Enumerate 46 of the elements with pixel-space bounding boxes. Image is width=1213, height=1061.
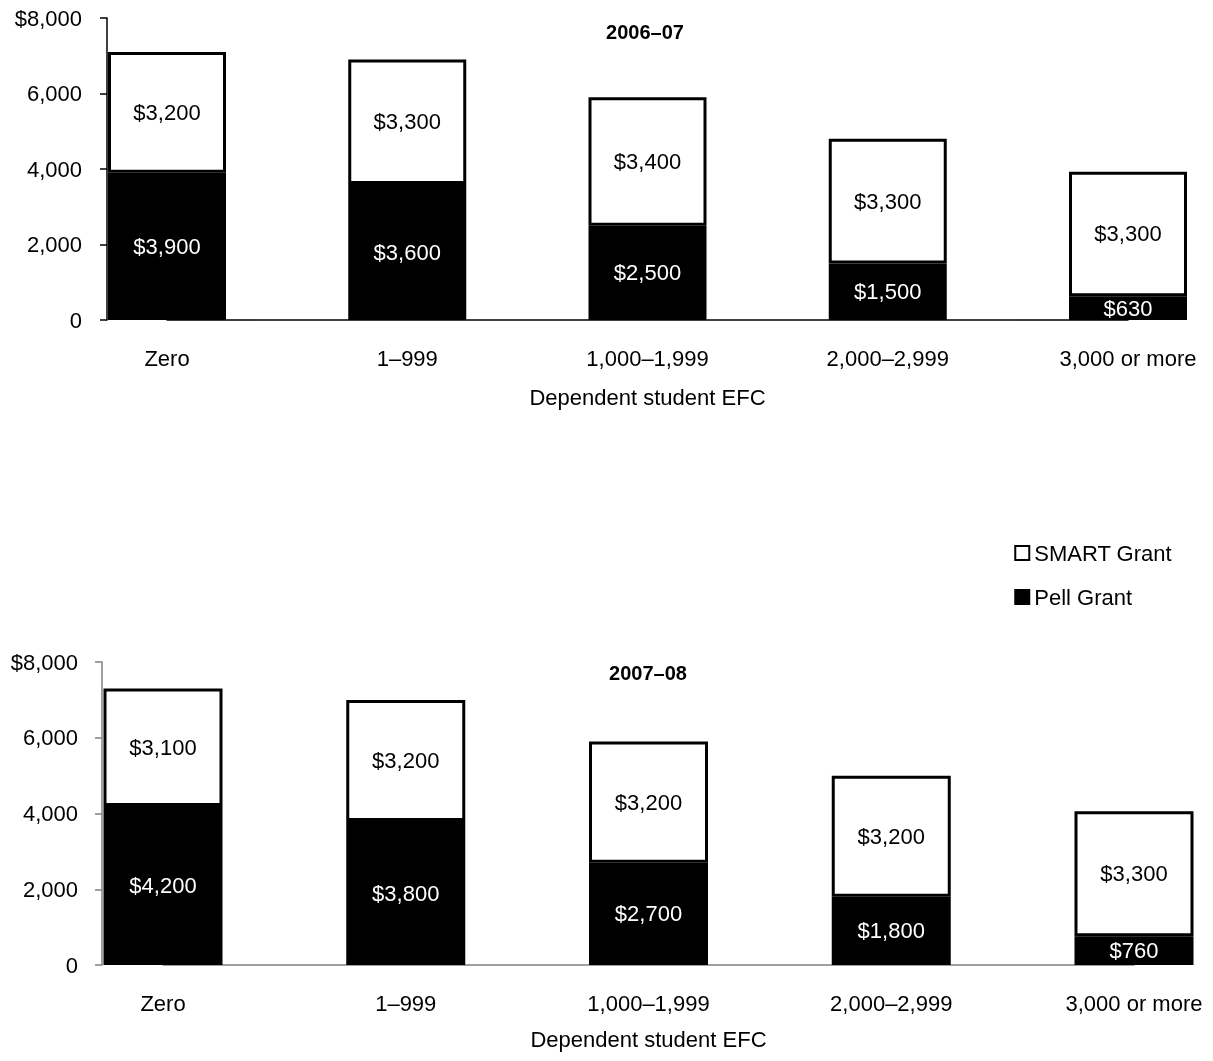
x-tick-label: 2,000–2,999 bbox=[830, 990, 953, 1016]
y-tick-label: $8,000 bbox=[14, 5, 82, 31]
data-label: $760 bbox=[1109, 938, 1159, 964]
data-label: $3,900 bbox=[133, 233, 201, 259]
y-tick-label: 2,000 bbox=[22, 876, 78, 902]
x-tick-label: 1,000–1,999 bbox=[586, 345, 709, 371]
data-label: $2,500 bbox=[613, 260, 682, 286]
data-label: $3,400 bbox=[613, 148, 682, 174]
y-tick-label: 6,000 bbox=[26, 81, 82, 106]
y-tick-label: 0 bbox=[65, 952, 78, 978]
data-label: $3,300 bbox=[373, 109, 441, 135]
data-label: $3,200 bbox=[133, 99, 201, 125]
data-label: $3,200 bbox=[857, 823, 925, 849]
legend-label: Pell Grant bbox=[1034, 584, 1133, 610]
chart-title: 2006–07 bbox=[606, 21, 684, 43]
chart-title: 2007–08 bbox=[609, 662, 687, 684]
y-tick-label: 0 bbox=[69, 307, 82, 333]
data-label: $3,200 bbox=[372, 747, 440, 773]
data-label: $3,800 bbox=[372, 880, 440, 906]
data-label: $3,300 bbox=[854, 188, 922, 214]
data-label: $4,200 bbox=[129, 872, 197, 898]
data-label: $2,700 bbox=[614, 901, 683, 927]
data-label: $1,800 bbox=[857, 918, 925, 944]
y-tick-label: 2,000 bbox=[26, 232, 82, 257]
x-tick-label: 3,000 or more bbox=[1065, 990, 1203, 1016]
x-axis-title: Dependent student EFC bbox=[529, 384, 766, 410]
x-tick-label: 1,000–1,999 bbox=[587, 990, 710, 1016]
x-tick-label: 1–999 bbox=[375, 990, 437, 1016]
data-label: $3,200 bbox=[614, 789, 683, 815]
y-tick-label: 4,000 bbox=[22, 801, 78, 826]
data-label: $630 bbox=[1103, 295, 1153, 321]
y-tick-label: $8,000 bbox=[10, 649, 78, 675]
data-label: $1,500 bbox=[854, 279, 922, 305]
data-label: $3,100 bbox=[129, 734, 197, 760]
y-tick-label: 4,000 bbox=[26, 156, 82, 182]
x-tick-label: Zero bbox=[144, 345, 190, 371]
x-tick-label: 3,000 or more bbox=[1059, 345, 1197, 371]
x-axis-title: Dependent student EFC bbox=[530, 1026, 767, 1052]
x-tick-label: 2,000–2,999 bbox=[826, 345, 949, 371]
data-label: $3,300 bbox=[1100, 861, 1168, 887]
x-tick-label: 1–999 bbox=[376, 345, 438, 371]
y-tick-label: 6,000 bbox=[22, 725, 78, 751]
data-label: $3,600 bbox=[373, 239, 441, 265]
data-label: $3,300 bbox=[1094, 221, 1162, 247]
legend-label: SMART Grant bbox=[1034, 540, 1172, 566]
x-tick-label: Zero bbox=[140, 990, 186, 1016]
